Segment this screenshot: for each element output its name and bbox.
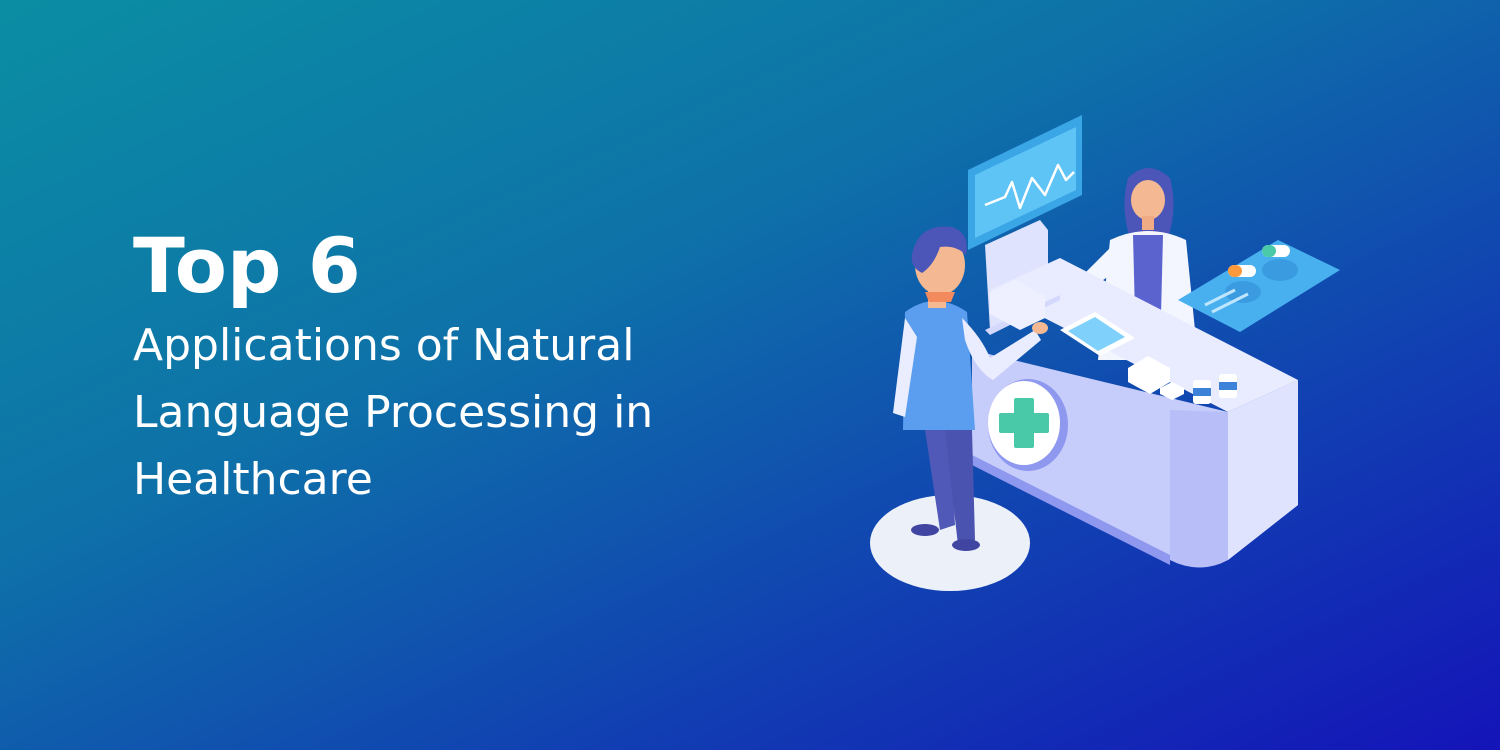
desk-box-small xyxy=(1160,382,1184,400)
banner-headline: Top 6 Applications of Natural Language P… xyxy=(133,222,833,511)
healthcare-illustration xyxy=(870,115,1340,591)
headline-subtitle-line-2: Language Processing in xyxy=(133,387,654,438)
pill-icon xyxy=(1228,245,1290,277)
medicine-bottle-icon xyxy=(1193,374,1237,404)
monitor-heartbeat-icon xyxy=(968,115,1082,250)
floor-platform xyxy=(870,495,1030,591)
headline-subtitle-line-3: Healthcare xyxy=(133,454,373,505)
headline-title: Top 6 xyxy=(133,221,361,310)
desk-document xyxy=(990,280,1045,330)
headline-subtitle-line-1: Applications of Natural xyxy=(133,320,635,371)
medical-cross-icon xyxy=(988,379,1068,471)
desk-box xyxy=(1128,356,1170,394)
tablet-icon xyxy=(1060,312,1135,356)
patient-figure xyxy=(893,226,1048,551)
clipboard-icon xyxy=(1178,240,1340,332)
